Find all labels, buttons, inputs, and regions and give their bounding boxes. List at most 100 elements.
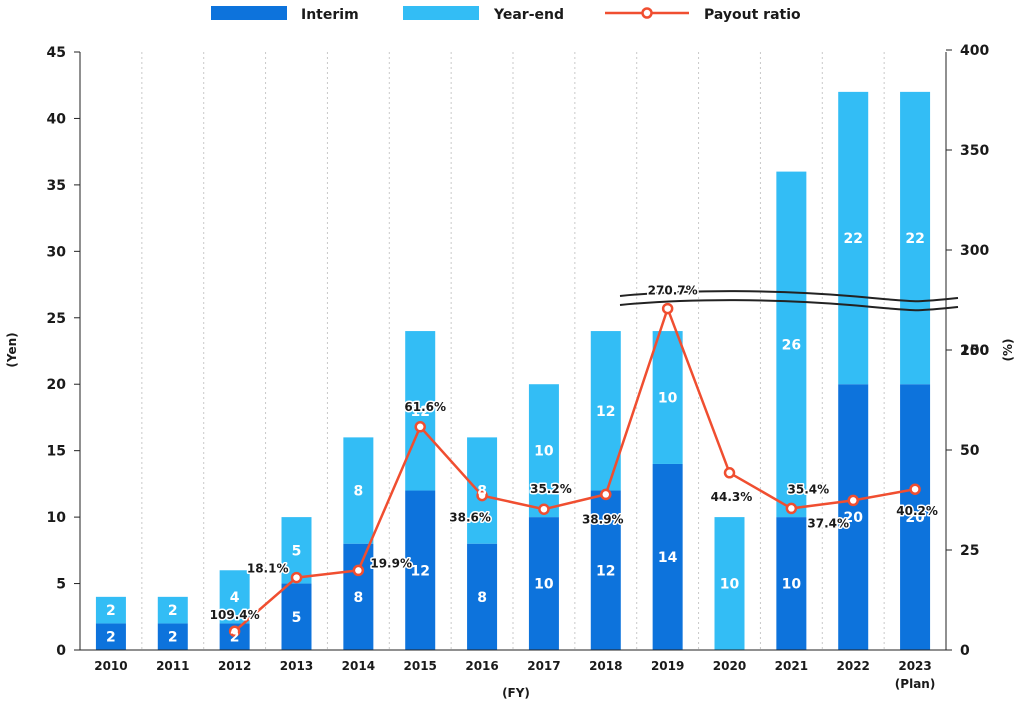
interim-bar (776, 517, 807, 650)
x-tick-label: 2011 (156, 659, 189, 673)
legend-label-payout: Payout ratio (704, 7, 801, 23)
year-end-bar (714, 517, 745, 650)
x-tick-label: 2016 (465, 659, 498, 673)
payout-ratio-label: 109.4% (210, 608, 260, 622)
y-tick-label: 10 (47, 510, 67, 526)
x-tick-label: 2013 (280, 659, 313, 673)
y-tick-label: 40 (47, 111, 67, 127)
y2-tick-label: 100 (960, 343, 989, 359)
year-end-bar (343, 437, 374, 544)
year-end-bar (838, 91, 869, 385)
interim-bar-label: 2 (168, 630, 178, 646)
interim-bar (900, 384, 931, 650)
payout-line (228, 302, 921, 637)
x-tick-label: 2022 (837, 659, 870, 673)
interim-bar (467, 543, 498, 650)
year-end-bar (652, 331, 683, 464)
interim-bar-label: 5 (292, 610, 302, 626)
interim-bar-label: 12 (410, 563, 429, 579)
y-tick-label: 15 (47, 444, 66, 460)
y-tick-label: 0 (56, 643, 66, 659)
interim-bar-label: 10 (782, 577, 802, 593)
year-end-bar-label: 8 (353, 484, 363, 500)
interim-bar-label: 2 (106, 630, 116, 646)
x-tick-label: 2019 (651, 659, 684, 673)
bars (95, 91, 931, 650)
payout-ratio-point (290, 571, 303, 584)
payout-ratio-point (414, 421, 426, 433)
y-tick-label: 45 (47, 45, 66, 61)
year-end-bar-label: 22 (843, 231, 862, 247)
payout-ratio-label: 18.1% (247, 562, 289, 576)
payout-ratio-point (476, 489, 488, 502)
year-end-bar (405, 331, 436, 491)
y2-tick-label: 300 (960, 243, 989, 259)
payout-ratio-point (847, 494, 859, 507)
year-end-bar-label: 10 (534, 444, 554, 460)
x-axis-label: (FY) (502, 686, 530, 700)
payout-ratio-label: 44.3% (711, 490, 753, 504)
x-tick-label: 2012 (218, 659, 251, 673)
payout-ratio-label: 37.4% (807, 516, 849, 530)
x-tick-label: 2014 (342, 659, 375, 673)
legend: Interim Year-end Payout ratio (211, 6, 801, 23)
payout-ratio-point (228, 625, 241, 637)
year-end-bar-label: 12 (596, 404, 615, 420)
interim-bar (281, 583, 312, 650)
interim-bar-label: 8 (477, 590, 487, 606)
payout-ratio-line (233, 304, 916, 633)
interim-bar-label: 12 (596, 563, 615, 579)
payout-ratio-point (600, 488, 612, 501)
interim-bar-label: 10 (534, 577, 554, 593)
interim-bar-label: 8 (353, 590, 363, 606)
payout-ratio-point (909, 483, 921, 495)
payout-ratio-label: 61.6% (404, 400, 446, 414)
year-end-bar-label: 2 (168, 603, 178, 619)
year-end-bar-label: 10 (720, 577, 740, 593)
x-tick-sublabel: (Plan) (895, 677, 936, 691)
legend-swatch-year-end (403, 6, 479, 20)
year-end-bar-label: 5 (292, 543, 302, 559)
grid (141, 52, 885, 650)
y2-tick-label: 0 (960, 643, 970, 659)
y-axis-label: (Yen) (5, 332, 19, 367)
payout-ratio-point (785, 502, 798, 515)
y2-tick-label: 400 (960, 43, 989, 59)
x-tick-label: 2021 (775, 659, 808, 673)
payout-ratio-label: 19.9% (370, 556, 412, 570)
year-end-bar-label: 8 (477, 484, 487, 500)
axis-break-mark-lower (619, 299, 959, 312)
interim-bar (590, 490, 621, 650)
payout-ratio-label: 38.6% (449, 511, 491, 525)
y-tick-label: 5 (56, 577, 66, 593)
x-tick-label: 2023 (898, 659, 931, 673)
interim-bar (652, 463, 683, 650)
year-end-bar (95, 596, 126, 624)
legend-marker-payout (641, 7, 653, 19)
y2-tick-label: 25 (960, 543, 979, 559)
interim-bar (343, 543, 374, 650)
y-tick-label: 20 (47, 377, 67, 393)
y-tick-label: 30 (47, 244, 67, 260)
year-end-bar (157, 596, 188, 624)
interim-bar (95, 623, 126, 650)
legend-swatch-interim (211, 6, 287, 20)
payout-ratio-label: 40.2% (896, 504, 938, 518)
legend-label-year-end: Year-end (493, 7, 564, 23)
year-end-bar-label: 26 (782, 337, 801, 353)
interim-bar (157, 623, 188, 650)
year-end-bar-label: 22 (905, 231, 924, 247)
x-tick-label: 2017 (527, 659, 560, 673)
x-tick-label: 2020 (713, 659, 746, 673)
payout-ratio-label: 38.9% (582, 512, 624, 526)
year-end-bar-label: 10 (658, 391, 678, 407)
payout-ratio-point (723, 467, 736, 479)
y2-axis-label: (%) (1001, 339, 1015, 362)
interim-bar (528, 517, 559, 650)
y-tick-label: 25 (47, 311, 66, 327)
payout-ratio-label: 270.7% (648, 284, 698, 298)
y2-tick-label: 250 (960, 343, 989, 359)
payout-ratio-point (661, 302, 674, 315)
year-end-bar (219, 570, 250, 624)
